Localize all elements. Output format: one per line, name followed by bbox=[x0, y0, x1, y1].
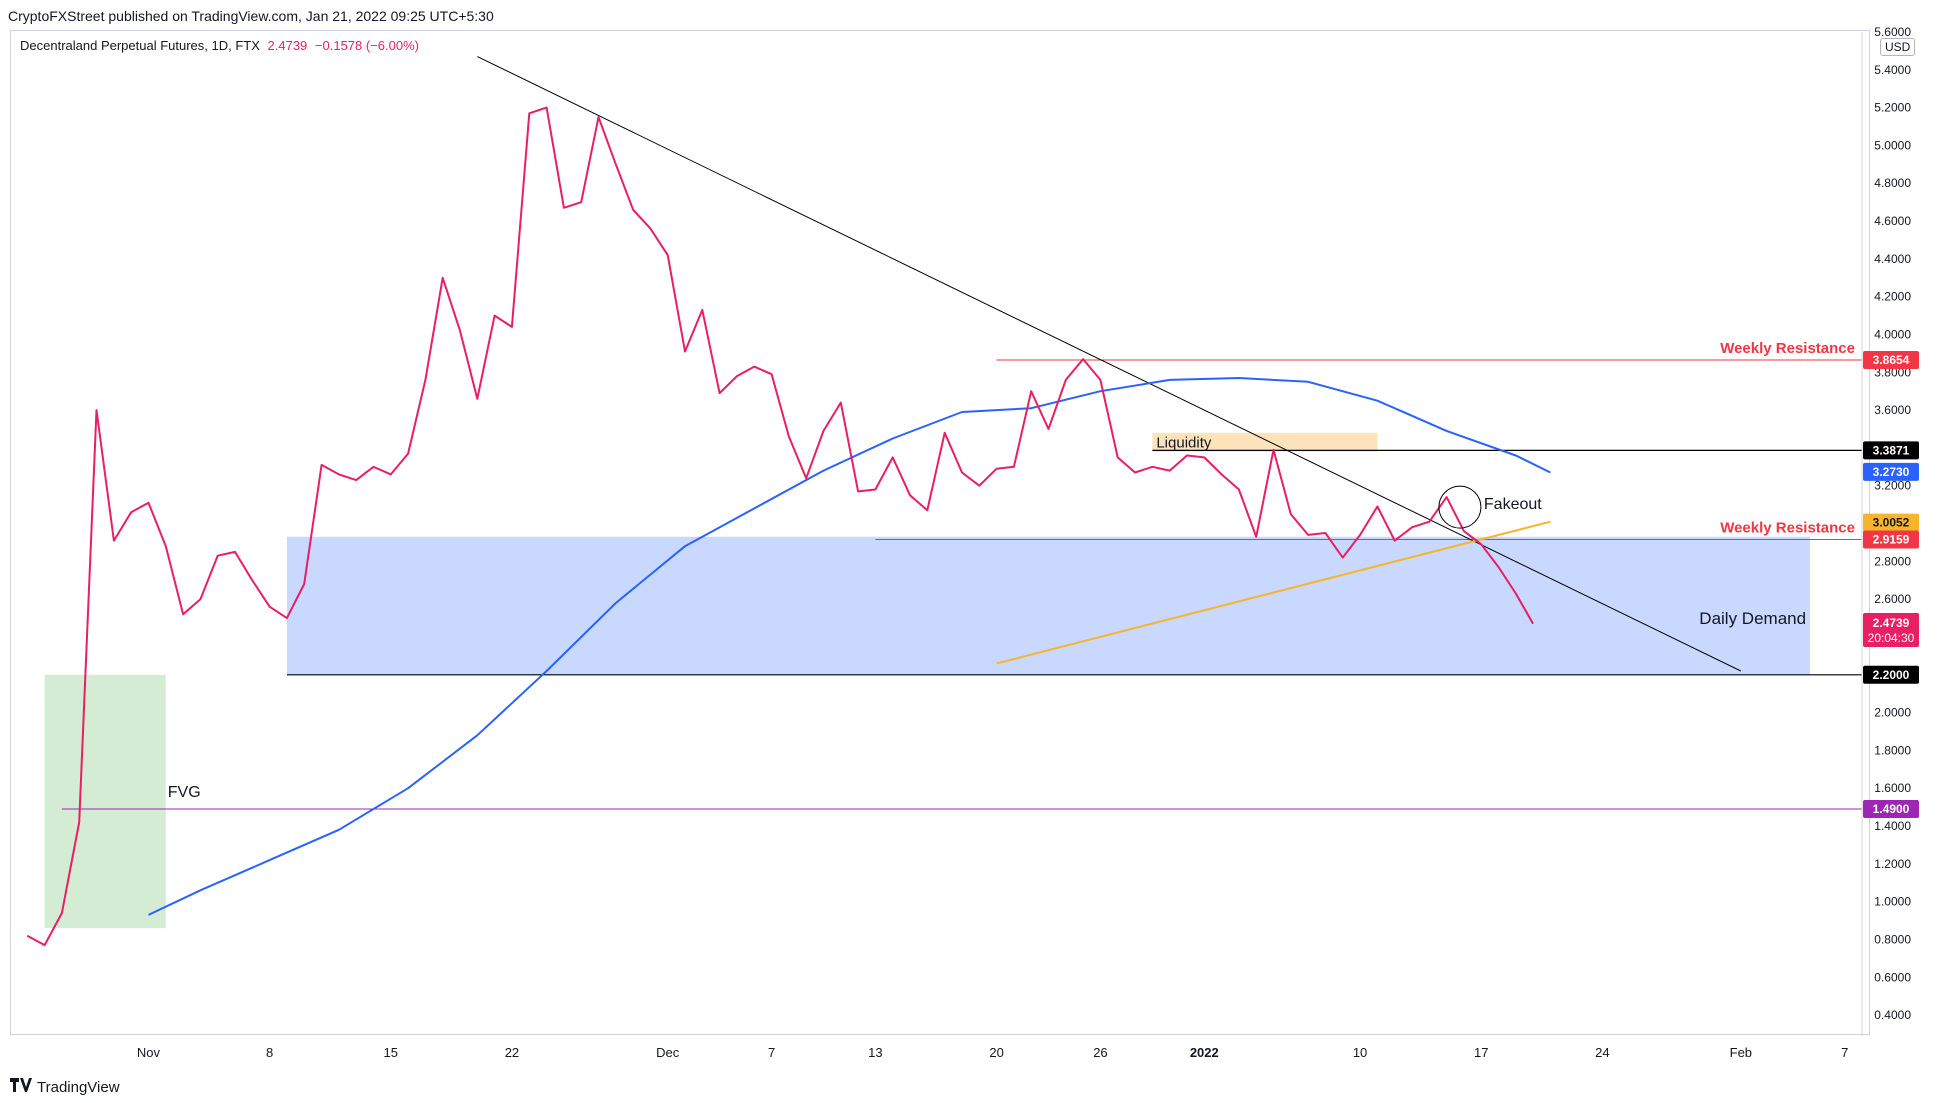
brand-name[interactable]: TradingView bbox=[37, 1078, 120, 1096]
x-tick-label: Dec bbox=[656, 1045, 680, 1060]
price-tag-countdown: 20:04:30 bbox=[1868, 631, 1915, 645]
x-tick-label: 7 bbox=[768, 1045, 775, 1060]
chart-frame bbox=[10, 30, 1870, 1035]
x-tick-label: 20 bbox=[989, 1045, 1003, 1060]
price-tag-liquidity: 3.3871 bbox=[1873, 443, 1910, 457]
y-tick-label: 3.6000 bbox=[1874, 403, 1911, 417]
price-tag-rising-trend-bg bbox=[1863, 513, 1919, 532]
y-tick-label: 4.4000 bbox=[1874, 252, 1911, 266]
y-tick-label: 0.8000 bbox=[1874, 932, 1911, 946]
price-tag-weekly-resistance-upper-bg bbox=[1863, 350, 1919, 369]
x-tick-label: Nov bbox=[137, 1045, 161, 1060]
x-tick-label: 15 bbox=[384, 1045, 398, 1060]
y-tick-label: 5.4000 bbox=[1874, 63, 1911, 77]
y-tick-label: 2.4000 bbox=[1874, 630, 1911, 644]
y-tick-label: 3.8000 bbox=[1874, 365, 1911, 379]
last-price: 2.4739 bbox=[267, 38, 308, 53]
price-tag-daily-demand: 2.2000 bbox=[1873, 668, 1910, 682]
y-tick-label: 4.0000 bbox=[1874, 327, 1911, 341]
price-tag-fvg-bg bbox=[1863, 800, 1919, 819]
price-change: −0.1578 (−6.00%) bbox=[314, 38, 419, 53]
x-tick-label: 17 bbox=[1474, 1045, 1488, 1060]
y-tick-label: 3.4000 bbox=[1874, 441, 1911, 455]
price-tag-moving-average: 3.2730 bbox=[1873, 465, 1910, 479]
footer: TradingView bbox=[10, 1078, 120, 1096]
y-tick-label: 2.0000 bbox=[1874, 706, 1911, 720]
y-tick-label: 2.2000 bbox=[1874, 668, 1911, 682]
publisher-header: CryptoFXStreet published on TradingView.… bbox=[8, 8, 494, 24]
y-tick-label: 5.0000 bbox=[1874, 138, 1911, 152]
price-tag-rising-trend: 3.0052 bbox=[1873, 516, 1910, 530]
price-tag-last: 2.4739 bbox=[1873, 616, 1910, 630]
price-tag-liquidity-bg bbox=[1863, 441, 1919, 460]
price-tag-moving-average-bg bbox=[1863, 462, 1919, 481]
y-tick-label: 4.2000 bbox=[1874, 290, 1911, 304]
y-tick-label: 4.6000 bbox=[1874, 214, 1911, 228]
y-tick-label: 3.2000 bbox=[1874, 479, 1911, 493]
y-tick-label: 5.6000 bbox=[1874, 25, 1911, 39]
currency-badge[interactable]: USD bbox=[1880, 38, 1916, 56]
y-tick-label: 1.6000 bbox=[1874, 781, 1911, 795]
y-tick-label: 1.8000 bbox=[1874, 743, 1911, 757]
y-tick-label: 5.2000 bbox=[1874, 101, 1911, 115]
tradingview-logo-icon[interactable] bbox=[10, 1078, 32, 1096]
x-tick-label: 24 bbox=[1595, 1045, 1609, 1060]
x-tick-label: 26 bbox=[1093, 1045, 1107, 1060]
x-tick-label: 13 bbox=[868, 1045, 882, 1060]
x-tick-label: 10 bbox=[1353, 1045, 1367, 1060]
price-tag-daily-demand-bg bbox=[1863, 665, 1919, 684]
x-tick-label: 2022 bbox=[1190, 1045, 1219, 1060]
price-tag-last-bg bbox=[1863, 613, 1919, 648]
symbol-label[interactable]: Decentraland Perpetual Futures, 1D, FTX bbox=[20, 38, 260, 53]
y-tick-label: 1.0000 bbox=[1874, 895, 1911, 909]
y-tick-label: 2.8000 bbox=[1874, 554, 1911, 568]
x-tick-label: 8 bbox=[266, 1045, 273, 1060]
x-tick-label: Feb bbox=[1730, 1045, 1752, 1060]
x-tick-label: 7 bbox=[1841, 1045, 1848, 1060]
price-tag-weekly-resistance-lower-bg bbox=[1863, 530, 1919, 549]
y-tick-label: 4.8000 bbox=[1874, 176, 1911, 190]
y-tick-label: 0.6000 bbox=[1874, 970, 1911, 984]
y-tick-label: 1.2000 bbox=[1874, 857, 1911, 871]
y-tick-label: 3.0000 bbox=[1874, 517, 1911, 531]
price-tag-weekly-resistance-upper: 3.8654 bbox=[1873, 353, 1910, 367]
y-tick-label: 2.6000 bbox=[1874, 592, 1911, 606]
price-tag-weekly-resistance-lower: 2.9159 bbox=[1873, 532, 1910, 546]
y-tick-label: 0.4000 bbox=[1874, 1008, 1911, 1022]
price-tag-fvg: 1.4900 bbox=[1873, 802, 1910, 816]
y-tick-label: 1.4000 bbox=[1874, 819, 1911, 833]
chart-legend: Decentraland Perpetual Futures, 1D, FTX … bbox=[20, 38, 419, 53]
x-tick-label: 22 bbox=[505, 1045, 519, 1060]
